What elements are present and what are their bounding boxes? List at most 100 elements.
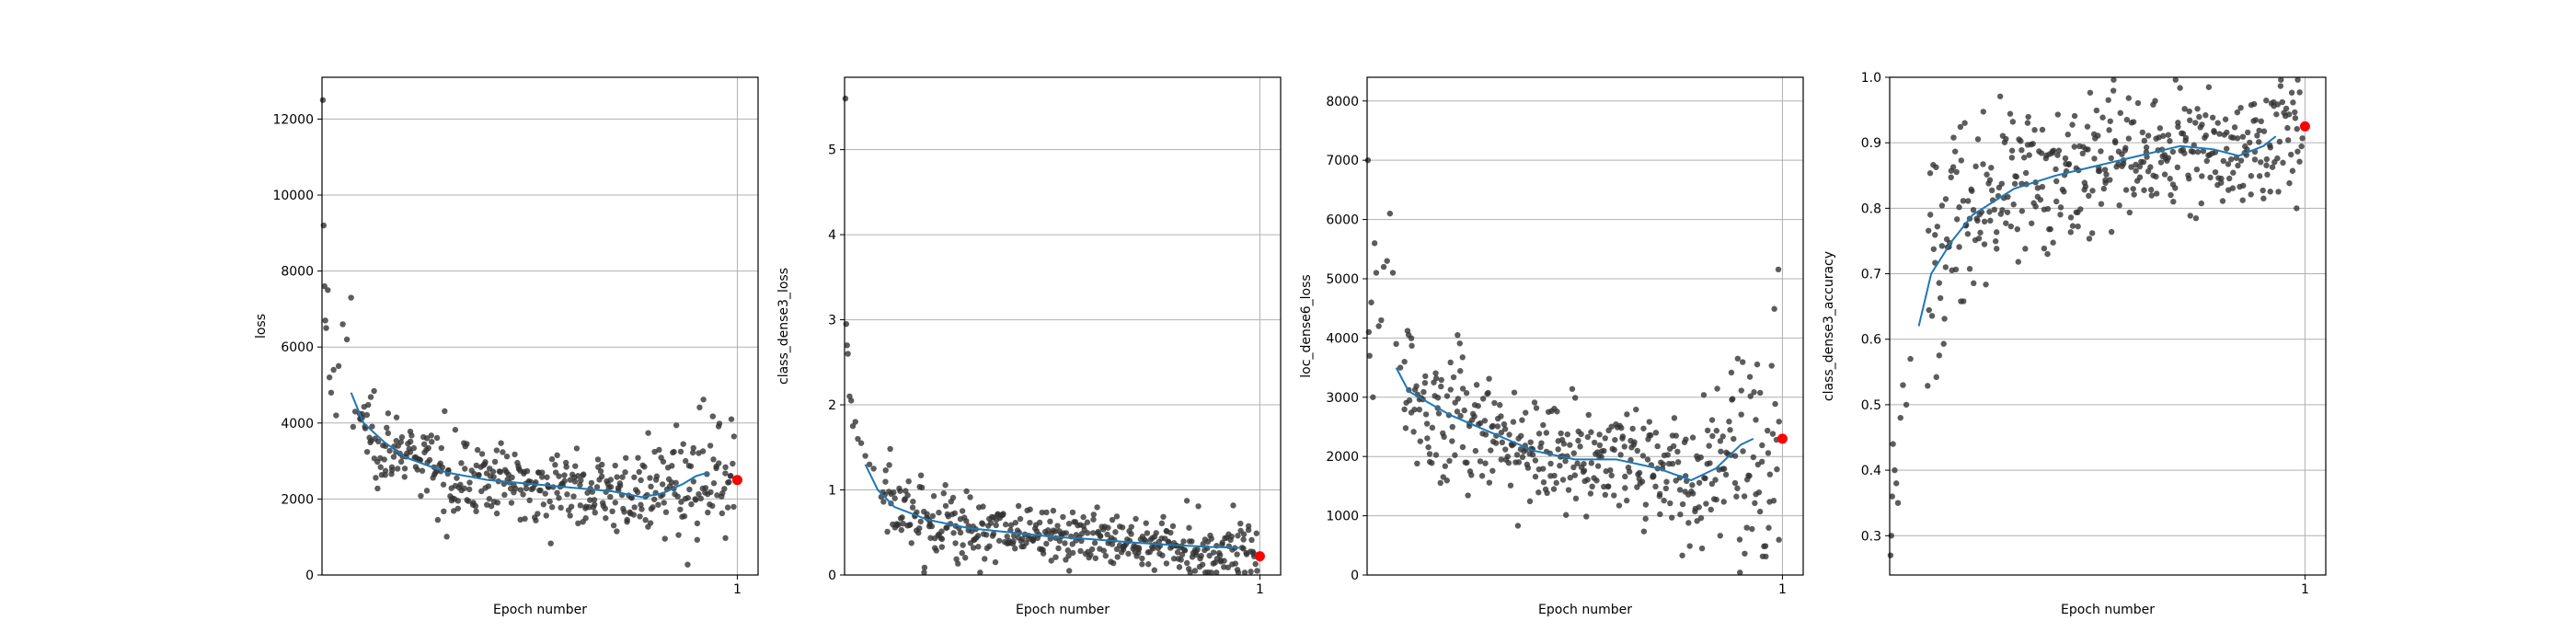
data-point [1533, 405, 1540, 411]
data-point [2014, 225, 2020, 233]
data-point [1731, 453, 1739, 459]
data-point [473, 508, 479, 514]
final-point [1777, 433, 1788, 444]
data-point [980, 521, 986, 527]
data-point [2256, 127, 2262, 134]
data-point [500, 449, 506, 455]
data-point [1143, 520, 1149, 526]
data-point [2053, 178, 2060, 185]
data-point [1938, 243, 1946, 249]
data-point [2077, 206, 2084, 213]
data-point [2278, 76, 2284, 83]
data-point [686, 486, 693, 493]
data-point [959, 508, 966, 514]
data-point [852, 419, 858, 425]
data-point [2075, 223, 2081, 230]
data-point [381, 456, 387, 463]
data-point [1670, 443, 1677, 450]
data-point [1950, 134, 1957, 141]
data-point [2145, 132, 2152, 139]
data-point [730, 460, 736, 467]
data-point [1455, 331, 1461, 339]
data-point [628, 495, 635, 501]
data-point [582, 515, 589, 522]
data-point [2153, 190, 2160, 197]
data-point [339, 321, 346, 328]
data-point [2209, 114, 2216, 121]
data-point [1507, 482, 1514, 489]
data-point [983, 532, 990, 538]
data-point [1674, 448, 1681, 455]
data-point [2260, 195, 2267, 201]
data-point [1936, 352, 1943, 359]
data-point [501, 491, 508, 499]
data-point [539, 469, 546, 476]
data-point [1181, 547, 1189, 554]
data-point [842, 95, 849, 102]
data-point [325, 287, 331, 293]
data-point [855, 435, 861, 443]
data-point [1422, 373, 1429, 380]
data-point [1052, 528, 1059, 535]
data-point [651, 448, 658, 455]
data-point [690, 444, 696, 452]
data-point [677, 506, 684, 512]
data-point [1195, 503, 1202, 510]
data-point [2192, 120, 2199, 126]
data-point [917, 518, 924, 525]
data-point [1738, 387, 1744, 394]
data-point [328, 389, 335, 396]
data-point [880, 499, 887, 505]
data-point [848, 397, 855, 404]
data-point [630, 512, 637, 518]
data-point [1526, 498, 1534, 505]
data-point [677, 448, 684, 455]
data-point [1726, 418, 1732, 425]
data-point [1567, 442, 1573, 448]
data-point [724, 504, 731, 511]
data-point [1933, 374, 1939, 381]
data-point [675, 532, 682, 538]
data-point [1065, 521, 1073, 527]
data-point [1375, 323, 1382, 329]
data-point [1235, 569, 1242, 576]
data-point [2128, 164, 2134, 170]
data-point [1742, 550, 1748, 557]
data-point [1952, 266, 1960, 273]
y-tick-label: 0 [1351, 569, 1359, 583]
data-point [1894, 500, 1902, 506]
data-point [440, 481, 447, 488]
y-tick-label: 8000 [1326, 95, 1359, 109]
data-point [1485, 389, 1491, 397]
y-tick-label: 2 [828, 398, 836, 413]
x-axis-label: Epoch number [493, 603, 587, 617]
axes-frame [1366, 76, 1804, 576]
data-point [2107, 177, 2113, 183]
data-point [2294, 148, 2301, 155]
data-point [1151, 567, 1158, 573]
data-point [425, 444, 431, 452]
data-point [1712, 477, 1719, 483]
data-point [1459, 354, 1466, 361]
data-point [949, 494, 957, 501]
data-point [2168, 191, 2174, 199]
data-point [673, 479, 679, 487]
data-point [2007, 223, 2015, 230]
data-point [2220, 157, 2226, 165]
data-point [1887, 552, 1894, 558]
data-point [1248, 569, 1254, 575]
axes-frame [844, 76, 1282, 576]
data-point [1671, 415, 1678, 421]
y-tick-label: 1000 [1326, 510, 1359, 524]
data-point [491, 458, 499, 466]
data-point [1421, 379, 1429, 386]
data-point [1578, 431, 1584, 438]
data-point [1088, 546, 1096, 553]
data-point [2202, 132, 2209, 139]
data-point [1575, 437, 1581, 444]
data-point [2181, 150, 2188, 156]
data-point [1986, 209, 1993, 215]
axes-frame [321, 76, 759, 576]
data-point [1992, 238, 1999, 245]
data-point [1540, 479, 1547, 486]
